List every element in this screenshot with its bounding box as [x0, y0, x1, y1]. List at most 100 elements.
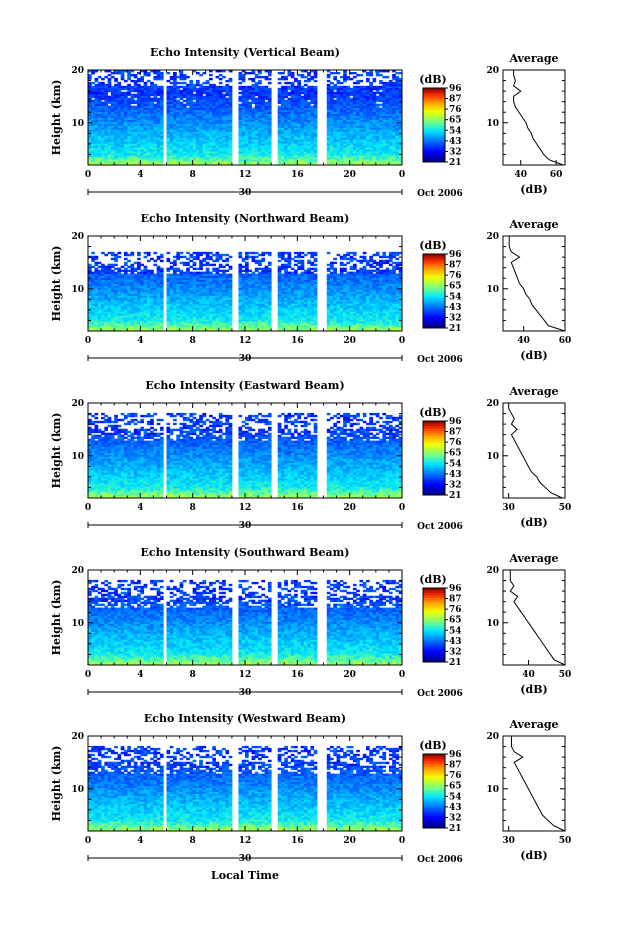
heatmap-cell [131, 264, 135, 266]
heatmap-cell [140, 76, 144, 78]
heatmap-cell [268, 88, 272, 90]
heatmap-cell [134, 106, 138, 108]
heatmap-cell [196, 80, 200, 82]
colorbar-segment [423, 123, 445, 126]
heatmap-cell [304, 76, 308, 78]
heatmap-cell [131, 106, 135, 108]
heatmap-cell [304, 80, 308, 82]
heatmap-cell [340, 82, 344, 84]
heatmap-cell [183, 74, 187, 76]
heatmap-cell [199, 74, 203, 76]
colorbar-segment [423, 140, 445, 143]
heatmap-cell [121, 92, 125, 94]
colorbar-segment [423, 98, 445, 101]
heatmap-cell [186, 108, 190, 110]
heatmap-cell [284, 100, 288, 102]
heatmap-cell [288, 86, 292, 88]
x-tick-label: 0 [85, 170, 91, 180]
heatmap-cell [389, 80, 393, 82]
heatmap-cell [366, 86, 370, 88]
heatmap-cell [297, 80, 301, 82]
heatmap-cell [160, 86, 164, 88]
heatmap-cell [127, 274, 131, 276]
heatmap-cell [180, 90, 184, 92]
heatmap-cell [196, 72, 200, 74]
heatmap-cell [373, 78, 377, 80]
heatmap-cell [330, 72, 334, 74]
heatmap-cell [121, 86, 125, 88]
heatmap-cell [281, 76, 285, 78]
heatmap-cell [137, 272, 141, 274]
heatmap-cell [379, 86, 383, 88]
colorbar-segment [423, 132, 445, 135]
heatmap-cell [350, 88, 354, 90]
panel-1: Echo Intensity (Northward Beam)1020Heigh… [50, 212, 571, 365]
heatmap-cell [108, 78, 112, 80]
heatmap-cell [176, 274, 180, 276]
heatmap-cell [186, 76, 190, 78]
colorbar-segment [423, 152, 445, 155]
heatmap-cell [242, 86, 246, 88]
avg-x-label: (dB) [520, 183, 547, 196]
heatmap-cell [359, 86, 363, 88]
heatmap-cell [219, 78, 223, 80]
heatmap-cell [304, 88, 308, 90]
heatmap-cell [147, 80, 151, 82]
heatmap-cell [147, 260, 151, 262]
heatmap-cell [183, 86, 187, 88]
heatmap-cell [127, 266, 131, 268]
heatmap-cell [147, 252, 151, 254]
heatmap-cell [137, 262, 141, 264]
heatmap-cell [255, 82, 259, 84]
heatmap-cell [170, 76, 174, 78]
heatmap-cell [379, 92, 383, 94]
heatmap-cell [134, 100, 138, 102]
heatmap-cell [238, 92, 242, 94]
avg-x-tick-label: 40 [514, 170, 527, 180]
heatmap-cell [114, 268, 118, 270]
heatmap-cell [167, 268, 171, 270]
colorbar-segment [423, 145, 445, 148]
heatmap-cell [294, 78, 298, 80]
heatmap-cell [193, 102, 197, 104]
heatmap-cell [117, 268, 121, 270]
heatmap-cell [216, 86, 220, 88]
heatmap-cell [131, 74, 135, 76]
heatmap-cell [261, 76, 265, 78]
colorbar-segment [423, 130, 445, 133]
heatmap-cell [176, 268, 180, 270]
heatmap-cell [176, 76, 180, 78]
heatmap-cell [206, 80, 210, 82]
heatmap-cell [98, 82, 102, 84]
heatmap-cell [124, 268, 128, 270]
heatmap-cell [180, 252, 184, 254]
heatmap-cell [278, 78, 282, 80]
heatmap-cell [176, 86, 180, 88]
heatmap-cell [180, 86, 184, 88]
heatmap-cell [111, 252, 115, 254]
heatmap-cell [101, 78, 105, 80]
heatmap-cell [160, 268, 164, 270]
colorbar-segment [423, 103, 445, 106]
heatmap-cell [310, 86, 314, 88]
heatmap-cell [127, 98, 131, 100]
heatmap-cell [183, 82, 187, 84]
x-tick-label: 0 [399, 170, 405, 180]
heatmap-cell [307, 102, 311, 104]
heatmap-cell [134, 268, 138, 270]
heatmap-cell [167, 258, 171, 260]
heatmap-cell [297, 74, 301, 76]
heatmap-cell [288, 82, 292, 84]
heatmap-cell [379, 74, 383, 76]
heatmap-cell [111, 264, 115, 266]
heatmap-cell [153, 104, 157, 106]
heatmap-cell [150, 98, 154, 100]
heatmap-cell [281, 86, 285, 88]
heatmap-cell [222, 86, 226, 88]
heatmap-cell [183, 262, 187, 264]
heatmap-cell [101, 264, 105, 266]
heatmap-cell [170, 274, 174, 276]
heatmap-cell [202, 96, 206, 98]
heatmap-cell [359, 74, 363, 76]
